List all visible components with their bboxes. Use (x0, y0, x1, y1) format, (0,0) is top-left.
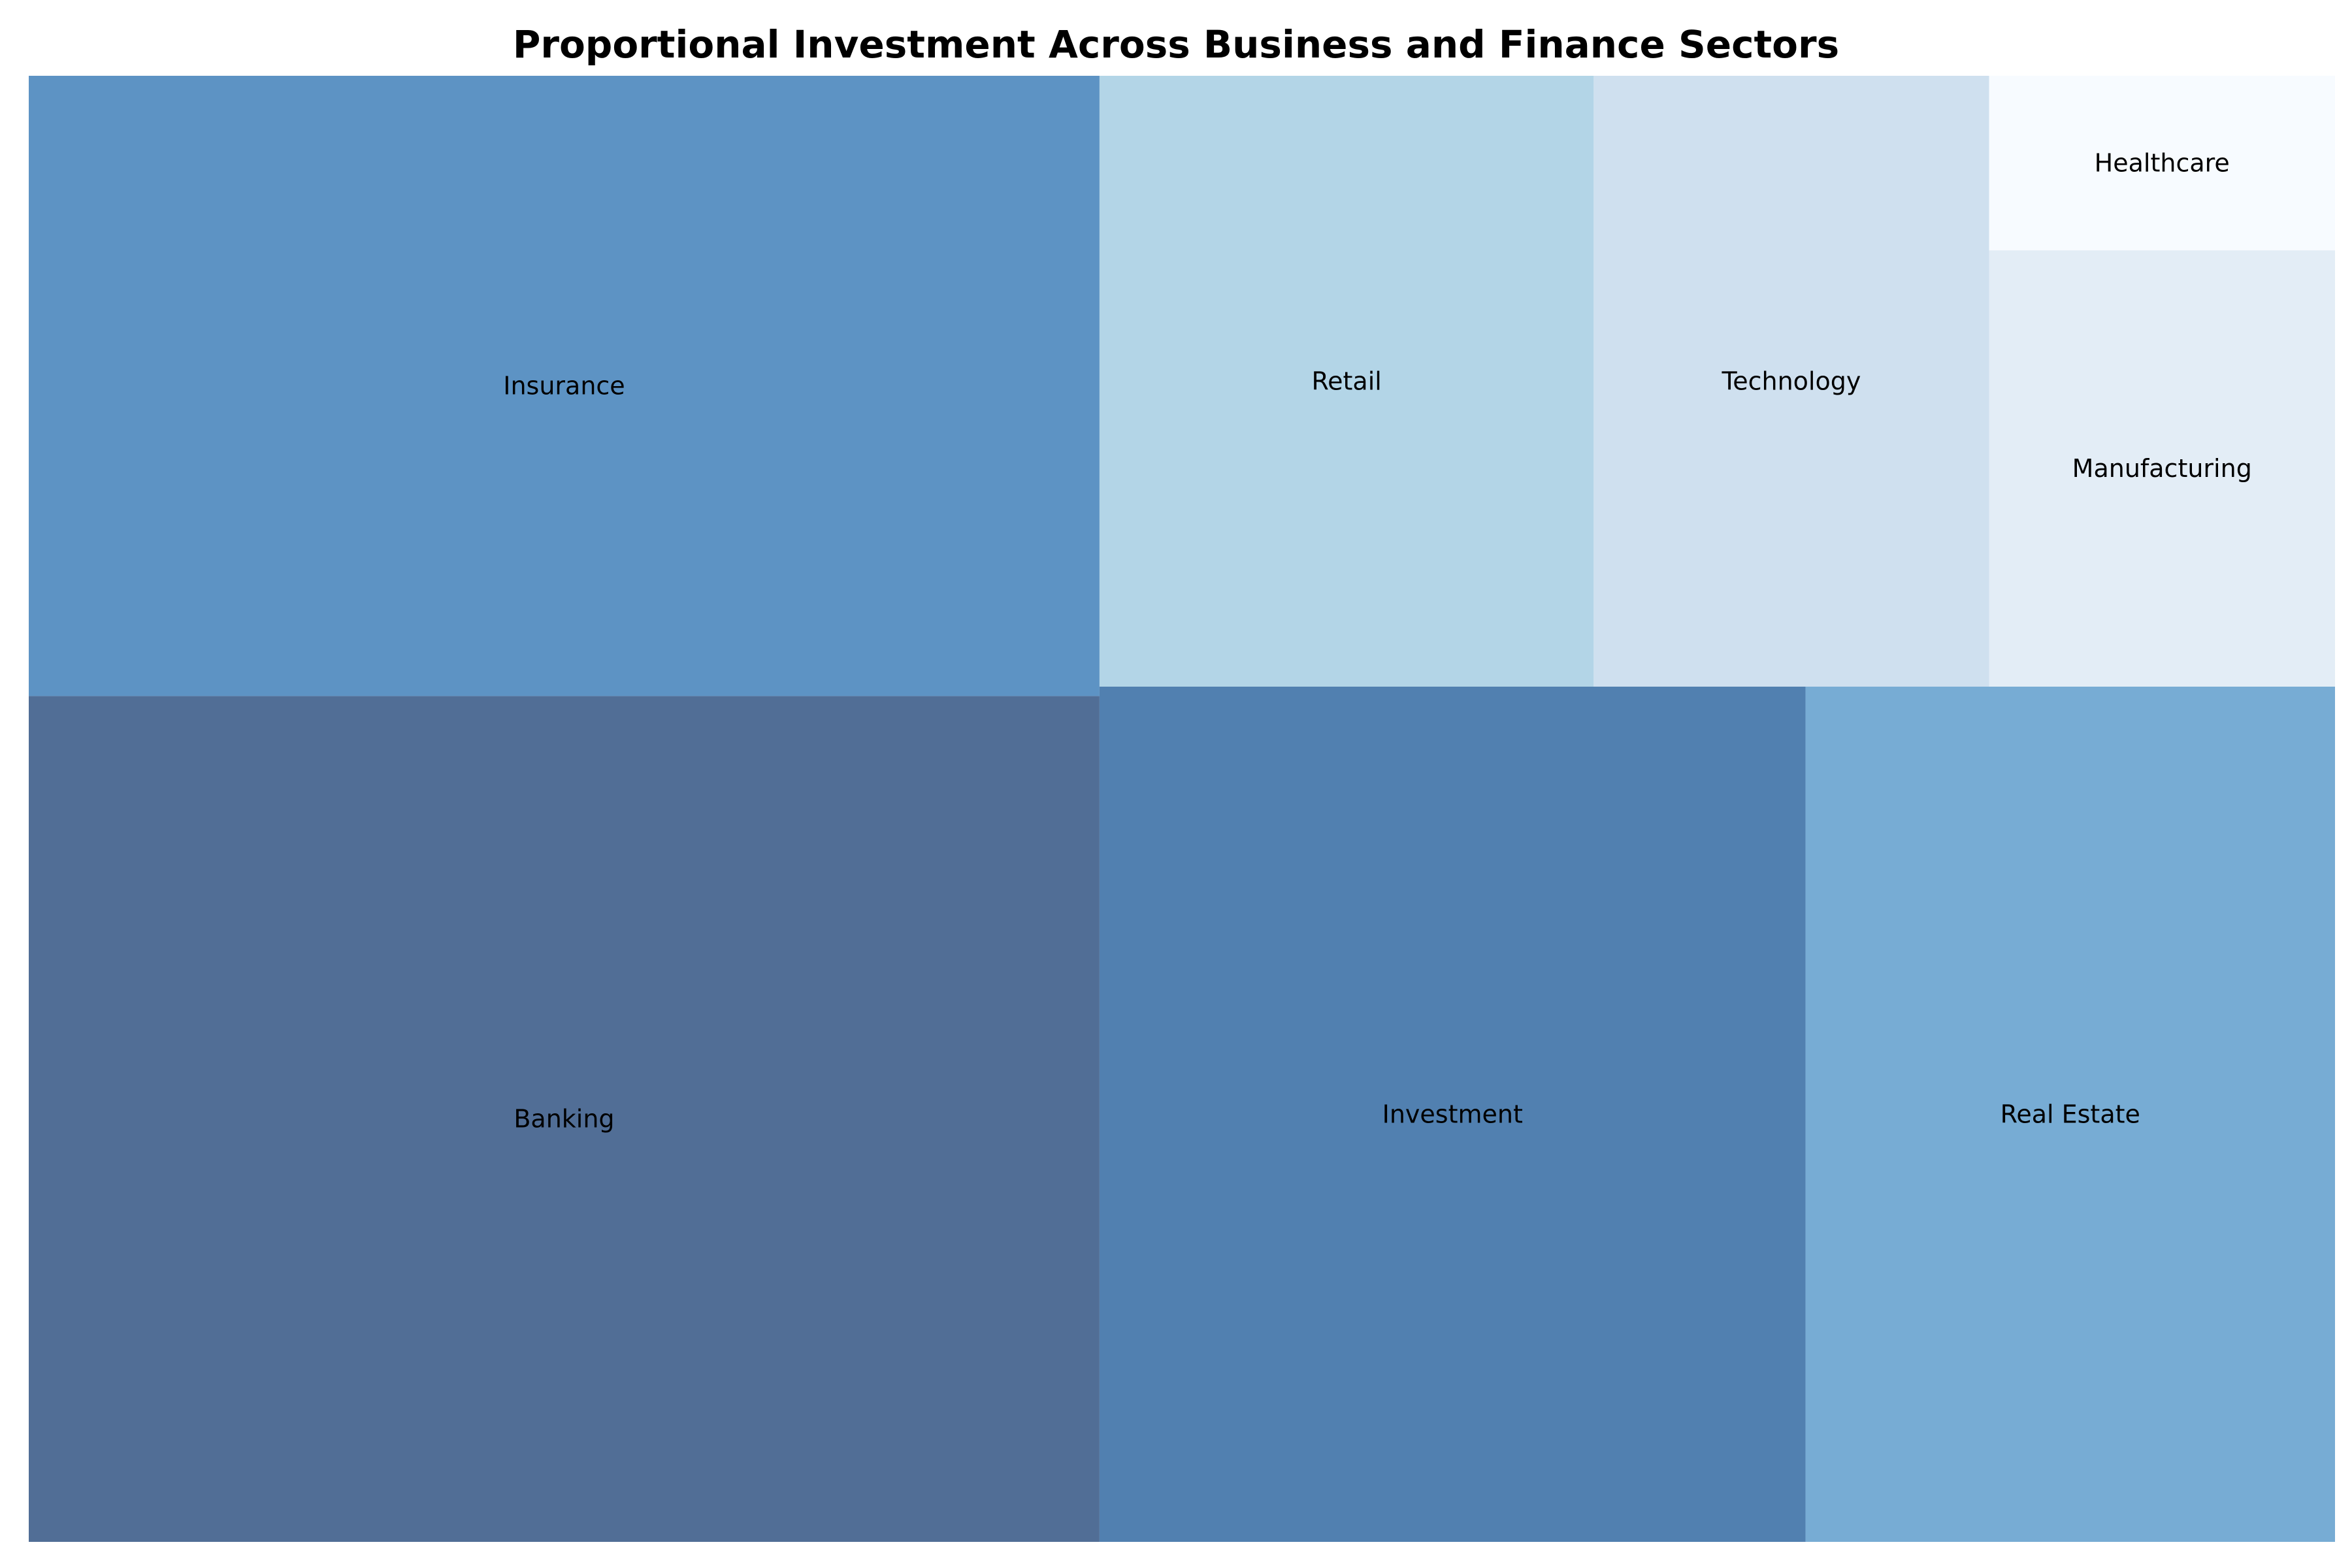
treemap-tile-insurance (29, 76, 1100, 696)
chart-title: Proportional Investment Across Business … (512, 22, 1840, 67)
treemap-tile-retail (1099, 76, 1594, 687)
treemap-tile-technology (1593, 76, 1989, 687)
treemap-label-manufacturing: Manufacturing (2072, 454, 2252, 483)
treemap-tile-real-estate (1805, 687, 2335, 1542)
treemap-label-real-estate: Real Estate (2001, 1100, 2140, 1129)
treemap-label-healthcare: Healthcare (2095, 149, 2230, 178)
treemap-label-retail: Retail (1311, 367, 1381, 396)
treemap-label-insurance: Insurance (503, 372, 625, 400)
treemap-label-banking: Banking (514, 1105, 614, 1134)
treemap-tile-banking (29, 696, 1100, 1542)
treemap-label-technology: Technology (1721, 367, 1861, 396)
treemap-tile-manufacturing (1989, 250, 2335, 687)
treemap-tile-investment (1099, 687, 1806, 1542)
treemap-label-investment: Investment (1382, 1100, 1523, 1129)
treemap-tile-healthcare (1989, 76, 2335, 251)
